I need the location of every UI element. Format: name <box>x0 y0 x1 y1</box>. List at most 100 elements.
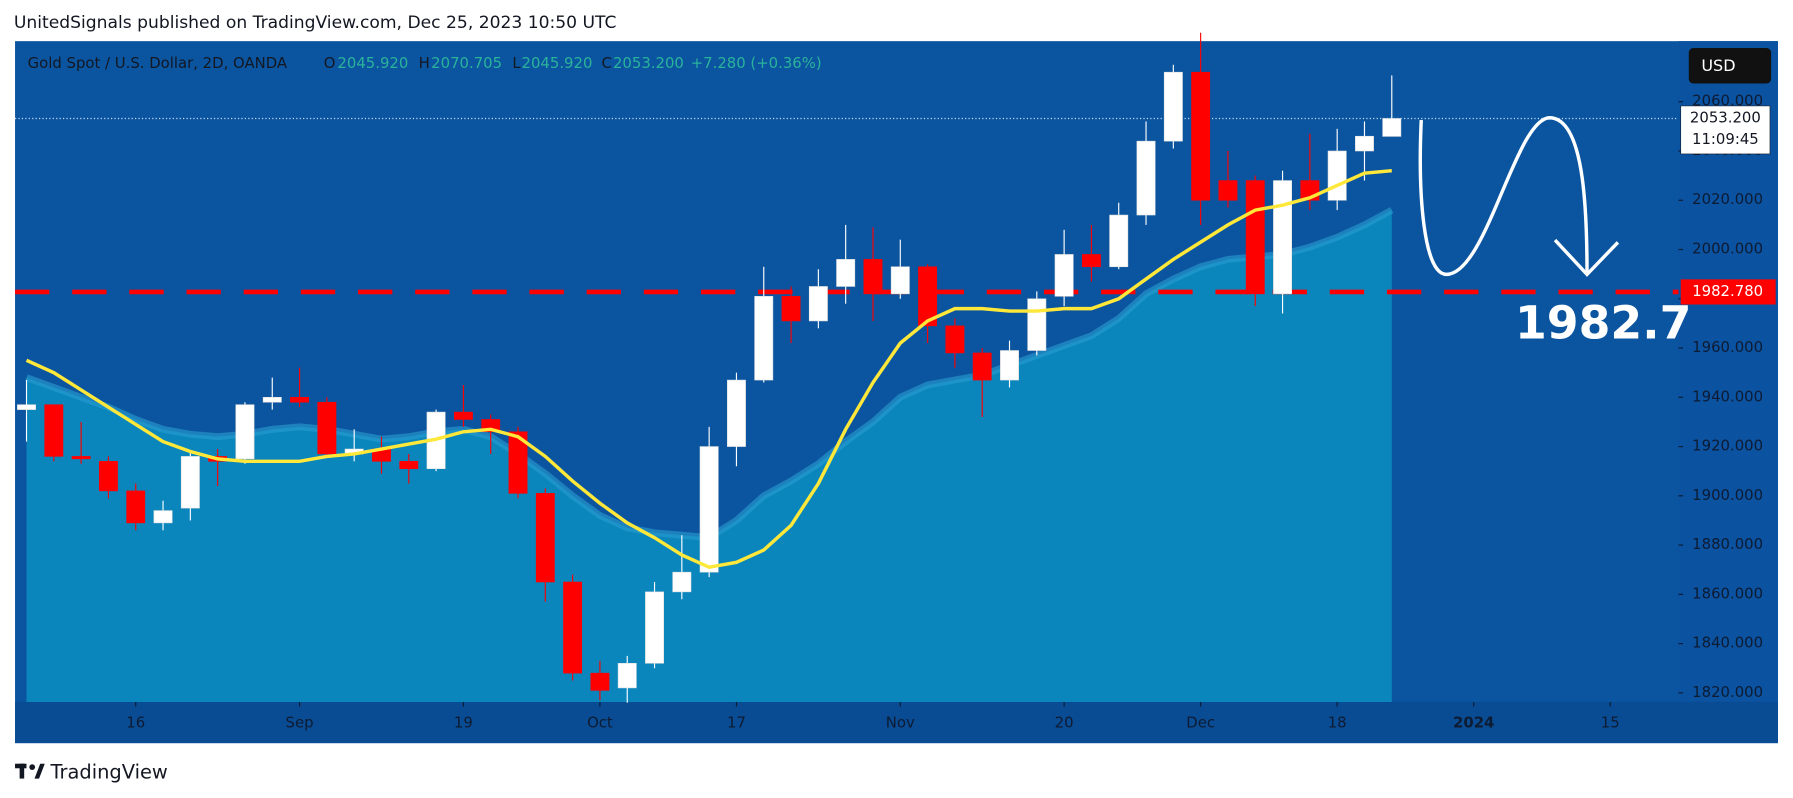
x-tick-label: 17 <box>727 714 746 732</box>
candle-body <box>918 266 938 327</box>
candle-body <box>1355 135 1374 152</box>
x-tick-label: 18 <box>1328 714 1347 732</box>
candle-body <box>1000 350 1019 381</box>
candle-body <box>699 446 719 573</box>
y-tick-label: 1880.000 <box>1692 535 1763 553</box>
x-tick-label: 16 <box>126 714 145 732</box>
x-tick-label: 2024 <box>1453 714 1494 732</box>
x-tick-label: Dec <box>1186 714 1215 732</box>
x-tick-label: Sep <box>286 714 314 732</box>
candle-body <box>563 581 583 674</box>
x-tick-label: 20 <box>1055 714 1074 732</box>
candle-body <box>535 493 555 583</box>
ma-area <box>26 210 1392 702</box>
candle-body <box>399 461 419 470</box>
price-label: 2053.200 <box>1690 108 1761 126</box>
symbol: Gold Spot / U.S. Dollar, 2D, OANDA <box>28 54 288 72</box>
candle-body <box>262 397 282 403</box>
level-label-box <box>1680 279 1776 305</box>
h-value: 2070.705 <box>431 54 502 72</box>
l-value: 2045.920 <box>522 54 593 72</box>
price-label-box <box>1680 105 1771 155</box>
h-label: H <box>419 54 430 72</box>
candle-body <box>1382 118 1402 137</box>
candle-body <box>836 259 856 287</box>
o-value: 2045.920 <box>337 54 408 72</box>
annotation: 1982.7 <box>1515 296 1691 349</box>
logo-stem <box>19 763 25 779</box>
y-tick-label: 1920.000 <box>1692 437 1763 455</box>
candle-body <box>1245 180 1265 295</box>
currency-button[interactable] <box>1688 48 1772 84</box>
candle-body <box>1136 140 1156 216</box>
candle-body <box>290 397 309 403</box>
axes: 1820.000 1840.000 1860.000 1880.000 1900.000… <box>126 92 1776 732</box>
candle-body <box>17 404 36 410</box>
y-tick-label: 1960.000 <box>1692 338 1763 356</box>
candle-body <box>1109 214 1129 268</box>
o-label: O <box>324 54 336 72</box>
x-tick-label: 19 <box>454 714 473 732</box>
candle-body <box>945 325 965 354</box>
candle-body <box>727 379 746 447</box>
candle-body <box>972 352 992 381</box>
candle-body <box>453 411 473 420</box>
c-label: C <box>602 54 612 72</box>
change: +7.280 (+0.36%) <box>691 54 822 72</box>
candle-body <box>71 456 91 460</box>
candle-body <box>863 259 883 295</box>
candle-body <box>1054 254 1074 297</box>
logo-slash <box>34 763 45 779</box>
candle-body <box>44 404 64 457</box>
candle-body <box>126 490 146 524</box>
ma-line <box>25 169 1392 570</box>
x-tick-label: Oct <box>587 714 613 732</box>
candle-body <box>590 672 610 691</box>
candle-body <box>645 591 664 664</box>
candle-body <box>1327 150 1347 201</box>
header: UnitedSignals published on TradingView.c… <box>14 13 617 33</box>
candle-body <box>1218 180 1238 201</box>
candle-body <box>672 571 692 593</box>
level-label: 1982.780 <box>1692 282 1763 300</box>
x-tick-label: 15 <box>1601 714 1620 732</box>
candle-body <box>98 461 118 492</box>
candle-body <box>180 456 200 509</box>
candle-body <box>1273 180 1292 295</box>
candle-body <box>508 431 528 494</box>
candle-body <box>235 404 255 460</box>
l-label: L <box>512 54 521 72</box>
countdown: 11:09:45 <box>1692 130 1759 148</box>
logo-dot <box>29 764 36 770</box>
y-tick-label: 1900.000 <box>1692 486 1763 504</box>
candle-body <box>890 266 910 295</box>
currency-label: USD <box>1701 56 1735 75</box>
candle-body <box>781 296 801 322</box>
legend: Gold Spot / U.S. Dollar, 2D, OANDA O 204… <box>28 54 822 72</box>
brand-logo <box>15 763 45 779</box>
y-tick-label: 1860.000 <box>1692 584 1763 602</box>
y-tick-label: 1840.000 <box>1692 634 1763 652</box>
candle-body <box>1081 254 1101 268</box>
candle-body <box>1163 71 1183 142</box>
candle-body <box>617 663 637 689</box>
arrow-head <box>1553 238 1620 277</box>
y-tick-label: 2060.000 <box>1692 92 1763 110</box>
y-tick-label: 2020.000 <box>1692 190 1763 208</box>
overlay: 1982.7 USD <box>1418 48 1772 349</box>
x-tick-label: Nov <box>886 714 915 732</box>
y-tick-label: 1940.000 <box>1692 387 1763 405</box>
y-tick-label: 1820.000 <box>1692 683 1763 701</box>
candle-body <box>153 510 173 524</box>
candle-body <box>808 286 828 322</box>
footer-brand: TradingView <box>49 760 167 783</box>
candle-body <box>1027 298 1047 351</box>
candle-body <box>1191 71 1211 201</box>
y-tick-label: 2000.000 <box>1692 240 1763 258</box>
c-value: 2053.200 <box>613 54 684 72</box>
arrow <box>1418 116 1589 277</box>
candle-body <box>317 401 337 455</box>
plot <box>15 32 1679 703</box>
candle-body <box>754 296 774 381</box>
